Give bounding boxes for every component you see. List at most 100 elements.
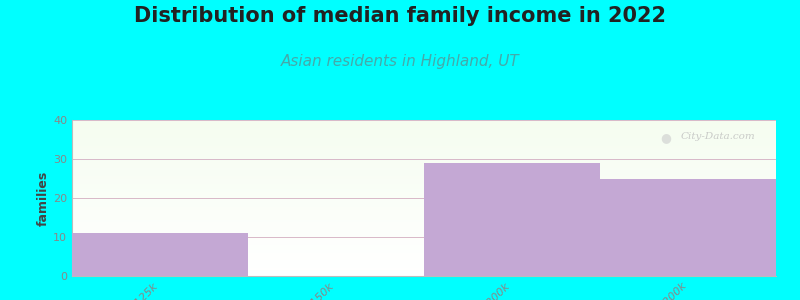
Bar bbox=[72, 247, 776, 248]
Bar bbox=[72, 232, 776, 233]
Bar bbox=[72, 167, 776, 168]
Bar bbox=[72, 131, 776, 132]
Bar bbox=[72, 269, 776, 270]
Bar bbox=[72, 234, 776, 235]
Bar bbox=[72, 251, 776, 252]
Bar bbox=[72, 141, 776, 142]
Text: City-Data.com: City-Data.com bbox=[680, 133, 755, 142]
Bar bbox=[72, 241, 776, 242]
Bar bbox=[72, 139, 776, 140]
Bar bbox=[72, 202, 776, 203]
Bar bbox=[72, 203, 776, 204]
Bar bbox=[72, 184, 776, 185]
Bar bbox=[72, 243, 776, 244]
Bar bbox=[72, 191, 776, 192]
Bar bbox=[72, 135, 776, 136]
Bar bbox=[72, 229, 776, 230]
Bar bbox=[72, 137, 776, 138]
Bar bbox=[72, 233, 776, 234]
Bar bbox=[72, 120, 776, 121]
Bar bbox=[72, 123, 776, 124]
Bar bbox=[72, 144, 776, 145]
Bar bbox=[72, 148, 776, 149]
Bar bbox=[72, 240, 776, 241]
Bar bbox=[72, 273, 776, 274]
Bar bbox=[72, 163, 776, 164]
Bar bbox=[72, 250, 776, 251]
Bar bbox=[72, 129, 776, 130]
Bar bbox=[600, 178, 776, 276]
Text: ●: ● bbox=[660, 131, 670, 144]
Bar bbox=[72, 249, 776, 250]
Bar bbox=[72, 253, 776, 254]
Bar bbox=[72, 213, 776, 214]
Bar bbox=[72, 150, 776, 151]
Bar bbox=[72, 199, 776, 200]
Bar bbox=[72, 216, 776, 217]
Bar bbox=[72, 275, 776, 276]
Bar bbox=[72, 210, 776, 211]
Bar bbox=[72, 179, 776, 180]
Bar bbox=[72, 152, 776, 153]
Bar bbox=[72, 233, 248, 276]
Bar bbox=[72, 272, 776, 273]
Bar bbox=[72, 257, 776, 258]
Bar bbox=[72, 157, 776, 158]
Bar bbox=[72, 175, 776, 176]
Bar bbox=[72, 219, 776, 220]
Bar bbox=[72, 238, 776, 239]
Bar bbox=[72, 169, 776, 170]
Bar bbox=[72, 268, 776, 269]
Bar bbox=[72, 196, 776, 197]
Bar bbox=[72, 214, 776, 215]
Bar bbox=[72, 235, 776, 236]
Bar bbox=[72, 130, 776, 131]
Bar bbox=[72, 143, 776, 144]
Bar bbox=[72, 212, 776, 213]
Bar bbox=[72, 173, 776, 174]
Bar bbox=[72, 197, 776, 198]
Bar bbox=[72, 186, 776, 187]
Bar bbox=[72, 254, 776, 255]
Bar bbox=[72, 133, 776, 134]
Bar bbox=[72, 160, 776, 161]
Bar bbox=[72, 154, 776, 155]
Bar bbox=[72, 182, 776, 183]
Bar bbox=[72, 227, 776, 228]
Bar bbox=[72, 226, 776, 227]
Bar bbox=[72, 206, 776, 207]
Bar bbox=[72, 155, 776, 156]
Bar bbox=[72, 165, 776, 166]
Bar bbox=[72, 194, 776, 195]
Bar bbox=[72, 260, 776, 261]
Bar bbox=[72, 166, 776, 167]
Bar bbox=[72, 217, 776, 218]
Bar bbox=[72, 164, 776, 165]
Bar bbox=[72, 259, 776, 260]
Bar bbox=[72, 159, 776, 160]
Bar bbox=[72, 256, 776, 257]
Bar bbox=[72, 190, 776, 191]
Bar bbox=[72, 239, 776, 240]
Bar bbox=[72, 270, 776, 271]
Bar bbox=[72, 207, 776, 208]
Bar bbox=[72, 189, 776, 190]
Bar bbox=[72, 180, 776, 181]
Bar bbox=[72, 248, 776, 249]
Bar bbox=[72, 204, 776, 205]
Bar bbox=[72, 245, 776, 246]
Bar bbox=[72, 193, 776, 194]
Bar bbox=[72, 161, 776, 162]
Bar bbox=[72, 231, 776, 232]
Bar bbox=[72, 267, 776, 268]
Bar bbox=[72, 236, 776, 237]
Bar bbox=[72, 158, 776, 159]
Bar bbox=[72, 244, 776, 245]
Bar bbox=[72, 201, 776, 202]
Bar bbox=[72, 151, 776, 152]
Bar bbox=[72, 218, 776, 219]
Bar bbox=[72, 237, 776, 238]
Bar bbox=[72, 220, 776, 221]
Bar bbox=[72, 195, 776, 196]
Bar bbox=[72, 136, 776, 137]
